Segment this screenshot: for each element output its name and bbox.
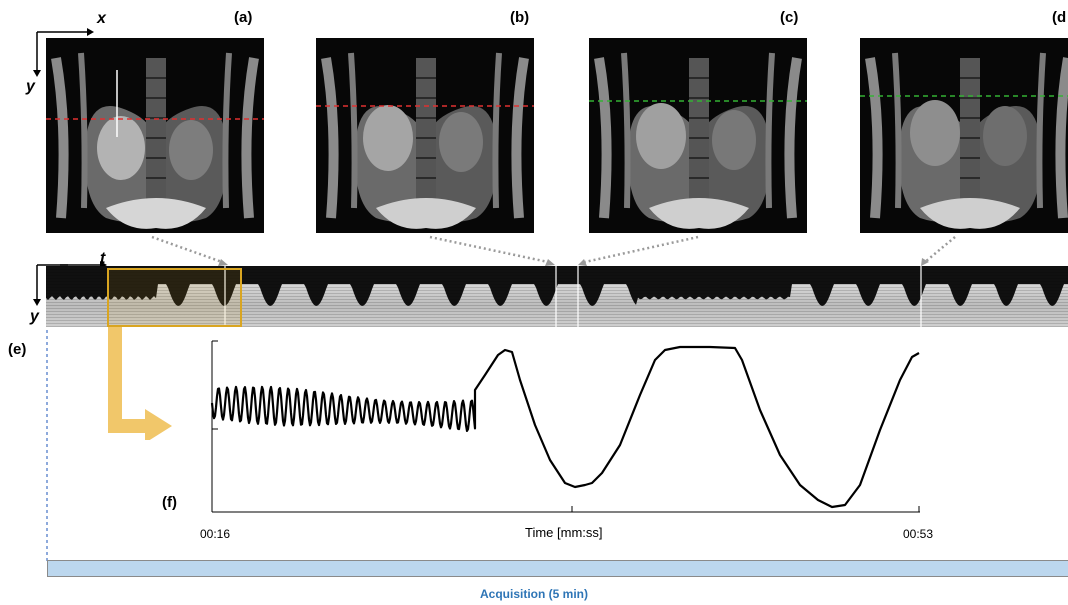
zoom-highlight-box [107, 268, 242, 327]
panel-label-a: (a) [234, 9, 253, 26]
mri-image-a [46, 38, 264, 233]
x-axis-title: Time [mm:ss] [525, 525, 603, 540]
panel-label-b: (b) [510, 9, 530, 26]
signal-plot [210, 340, 920, 513]
panel-label-e: (e) [8, 341, 27, 358]
time-profile-image [46, 266, 1068, 327]
x-axis-label: x [97, 10, 106, 27]
ty-axis-arrows [33, 264, 68, 306]
slice-overlays [46, 70, 1068, 137]
acquisition-bar [47, 560, 1068, 577]
zoom-arrow [108, 327, 172, 440]
mri-image-c [589, 38, 807, 233]
time-profile-svg [46, 266, 1068, 327]
xy-axis-arrows [33, 28, 94, 77]
panel-label-f: (f) [162, 494, 177, 511]
x-tick-end: 00:53 [903, 527, 934, 541]
mri-image-d [860, 38, 1068, 233]
time-markers [224, 266, 922, 327]
x-tick-start: 00:16 [200, 527, 231, 541]
respiratory-signal-line [210, 345, 920, 509]
t-axis-label: t [100, 250, 106, 267]
y-axis-label-top: y [26, 78, 35, 95]
y-axis-label-bottom: y [30, 308, 39, 325]
mri-image-b [316, 38, 534, 233]
panel-label-d: (d [1052, 9, 1067, 26]
acquisition-label: Acquisition (5 min) [480, 587, 588, 601]
connector-arrows [151, 235, 956, 266]
acquisition-start-line [46, 330, 48, 562]
panel-label-c: (c) [780, 9, 799, 26]
